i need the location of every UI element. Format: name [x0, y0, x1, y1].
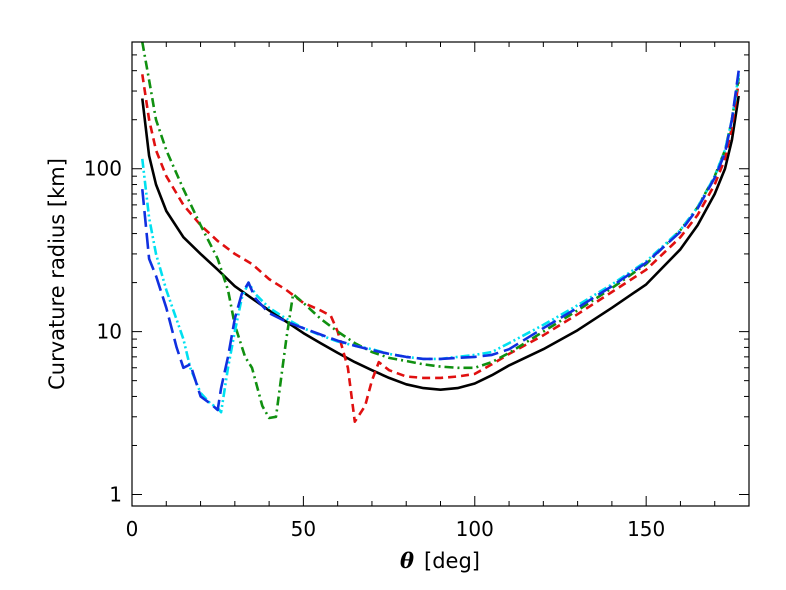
series-line-4 — [141, 74, 740, 414]
x-axis-ticks — [131, 42, 750, 506]
x-axis-label: θ [deg] — [400, 548, 480, 573]
y-tick-label: 100 — [84, 157, 122, 181]
x-axis-tick-labels: 0 50 100 150 — [126, 517, 666, 541]
y-axis-tick-labels: 1 10 100 — [84, 157, 122, 507]
series-line-5 — [141, 70, 740, 412]
y-tick-label: 10 — [97, 320, 122, 344]
y-tick-label: 1 — [109, 483, 122, 507]
x-tick-label: 0 — [126, 517, 139, 541]
x-tick-label: 50 — [291, 517, 316, 541]
y-axis-ticks — [132, 41, 749, 496]
series-line-2 — [141, 74, 740, 423]
x-axis-label-unit: [deg] — [424, 549, 480, 573]
y-axis-label: Curvature radius [km] — [45, 158, 69, 390]
series-line-3 — [141, 42, 740, 420]
x-tick-label: 150 — [627, 517, 665, 541]
series-layer — [141, 42, 740, 423]
x-axis-label-symbol: θ — [400, 548, 414, 573]
x-tick-label: 100 — [456, 517, 494, 541]
series-line-1 — [141, 95, 740, 391]
